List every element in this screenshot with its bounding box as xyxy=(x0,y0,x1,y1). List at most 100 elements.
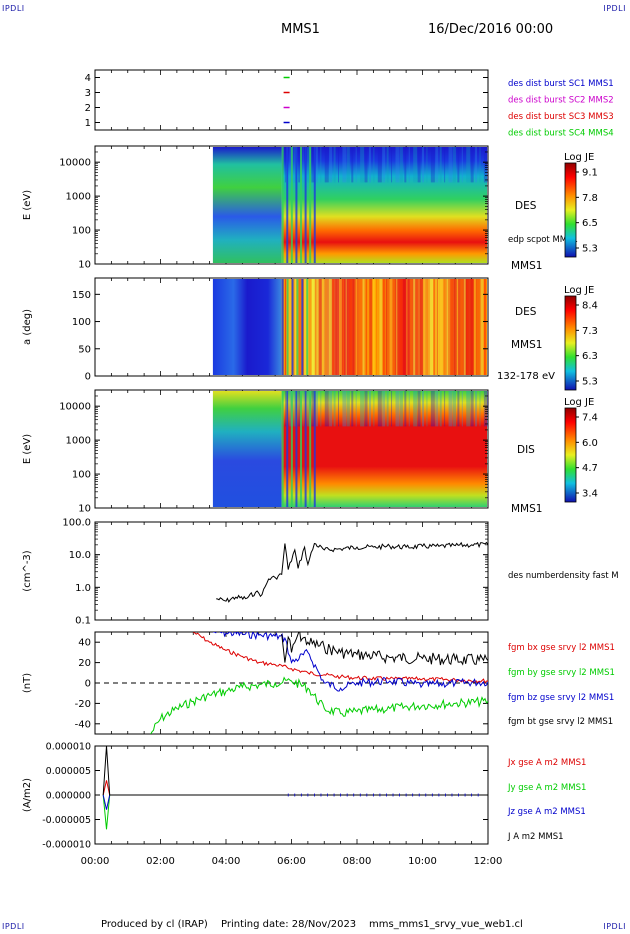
heatmap-streak xyxy=(386,279,388,375)
heatmap-streak xyxy=(422,147,425,183)
heatmap-streak xyxy=(298,147,301,183)
panel-sublabel-energy-range: 132-178 eV xyxy=(497,371,555,382)
heatmap-streak xyxy=(483,279,486,375)
heatmap-transition xyxy=(281,147,284,263)
colorbar-tick-label-2: 5.3 xyxy=(582,377,598,388)
current-series-1 xyxy=(102,794,488,830)
heatmap-streak xyxy=(417,391,421,427)
footer-filename: mms_mms1_srvy_vue_web1.cl xyxy=(369,919,523,930)
heatmap-streak xyxy=(473,279,476,375)
panel-label-dis: DIS xyxy=(517,444,535,456)
x-tick-label: 12:00 xyxy=(474,856,503,867)
heatmap-streak xyxy=(325,279,327,375)
colorbar-tick-label-3: 3.4 xyxy=(582,489,598,500)
corner-label-top-left: IPDLI xyxy=(2,4,25,13)
figure-layer: 4 3 2 1 des dist burst SC1 MMS1 des dist burs… xyxy=(22,69,619,867)
heatmap-streak xyxy=(362,279,365,375)
mms-summary-figure: 4 3 2 1 des dist burst SC1 MMS1 des dist burs… xyxy=(22,69,619,867)
colorbar-tick-label-1: 7.8 xyxy=(582,193,598,204)
heatmap-streak xyxy=(426,279,428,375)
heatmap-streak xyxy=(307,391,312,427)
heatmap-streak xyxy=(307,147,312,183)
heatmap-streak xyxy=(318,279,322,375)
y-tick-label-4: 0.1 xyxy=(75,616,91,627)
heatmap-streak xyxy=(338,147,340,183)
heatmap-streak xyxy=(408,147,410,183)
current-legend-0: Jx gse A m2 MMS1 xyxy=(507,758,586,768)
heatmap-streak xyxy=(305,279,307,375)
heatmap-streak xyxy=(311,279,314,375)
heatmap-streak xyxy=(351,391,354,427)
y-tick-label-6: 0.000010 xyxy=(46,742,91,753)
heatmap-streak xyxy=(467,279,469,375)
heatmap-streak xyxy=(352,279,355,375)
heatmap-streak xyxy=(382,391,386,427)
x-tick-label: 04:00 xyxy=(212,856,241,867)
b-field-series-1 xyxy=(150,676,488,734)
panel-frame-0 xyxy=(94,69,489,131)
heatmap-streak xyxy=(364,147,368,183)
heatmap-streak xyxy=(346,391,350,427)
heatmap-transition xyxy=(286,391,289,507)
heatmap-transition xyxy=(290,147,293,263)
heatmap-streak xyxy=(345,279,347,375)
y-tick-label-0: 2 xyxy=(85,103,91,114)
y-tick-label-2: 50 xyxy=(78,344,91,355)
heatmap-streak xyxy=(395,391,400,427)
heatmap-streak xyxy=(311,391,315,427)
b-field-series-3 xyxy=(281,632,488,666)
panel-sublabel-mms1-dis: MMS1 xyxy=(511,503,542,515)
heatmap-streak xyxy=(322,279,325,375)
corner-label-bottom-left: IPDLI xyxy=(2,922,25,931)
heatmap-streak xyxy=(315,147,318,183)
y-axis-label-2: a (deg) xyxy=(22,309,33,345)
y-tick-label-1: 100 xyxy=(72,226,91,237)
heatmap-streak xyxy=(302,391,304,427)
heatmap-streak xyxy=(368,391,371,427)
heatmap-streak xyxy=(379,279,383,375)
x-tick-label: 10:00 xyxy=(408,856,437,867)
footer-printing-date: Printing date: 28/Nov/2023 xyxy=(221,919,357,930)
y-tick-label-5: 20 xyxy=(78,658,91,669)
colorbar-2 xyxy=(564,295,577,391)
heatmap-main-1 xyxy=(281,147,487,263)
heatmap-streak xyxy=(320,147,322,183)
heatmap-streak xyxy=(480,279,484,375)
heatmap-streak xyxy=(293,391,297,427)
y-tick-label-5: -40 xyxy=(75,719,91,730)
y-tick-label-3: 10 xyxy=(78,504,91,515)
heatmap-streak xyxy=(315,391,318,427)
heatmap-streak xyxy=(311,147,315,183)
colorbar-tick-label-3: 6.0 xyxy=(582,438,598,449)
x-tick-label: 08:00 xyxy=(343,856,372,867)
heatmap-streak xyxy=(416,279,418,375)
heatmap-streak xyxy=(461,147,463,183)
b-field-legend-3: fgm bt gse srvy l2 MMS1 xyxy=(508,717,613,727)
datetime-title: 16/Dec/2016 00:00 xyxy=(428,22,554,37)
heatmap-streak xyxy=(349,279,353,375)
heatmap-streak xyxy=(351,147,354,183)
heatmap-streak xyxy=(333,391,336,427)
heatmap-transition xyxy=(295,391,298,507)
y-tick-label-5: -20 xyxy=(75,699,91,710)
heatmap-streak xyxy=(404,391,407,427)
heatmap-streak xyxy=(302,147,304,183)
heatmap-streak xyxy=(324,147,329,183)
current-legend-2: Jz gse A m2 MMS1 xyxy=(507,807,586,817)
heatmap-transition xyxy=(301,279,304,375)
density-series-group xyxy=(216,541,488,603)
heatmap-streak xyxy=(386,147,389,183)
heatmap-streak xyxy=(477,279,479,375)
burst-legend-2: des dist burst SC3 MMS3 xyxy=(508,112,614,122)
panel-frame-4 xyxy=(94,521,489,621)
spacecraft-title: MMS1 xyxy=(281,22,320,37)
heatmap-streak xyxy=(435,391,439,427)
density-legend: des numberdensity fast M xyxy=(508,571,619,581)
y-axis-label-3: E (eV) xyxy=(22,434,33,464)
heatmap-transition xyxy=(304,147,307,263)
heatmap-streak xyxy=(342,391,347,427)
heatmap-transition xyxy=(286,147,289,263)
x-tick-label: 02:00 xyxy=(146,856,175,867)
heatmap-streak xyxy=(308,279,312,375)
footer-produced: Produced by cl (IRAP) xyxy=(101,919,208,930)
